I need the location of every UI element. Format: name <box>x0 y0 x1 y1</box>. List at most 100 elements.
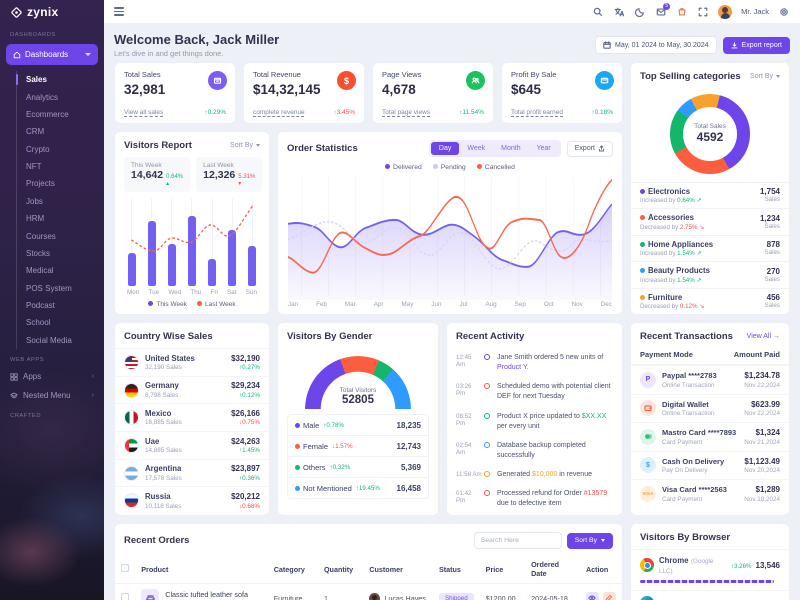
sidebar-item-school[interactable]: School <box>26 318 51 328</box>
stat-link[interactable]: Total profit earned <box>511 109 564 116</box>
edit-order-button[interactable] <box>602 591 616 600</box>
trend-down-icon: ↘ <box>699 223 705 231</box>
sidebar-item-pos-system[interactable]: POS System <box>26 283 72 293</box>
sidebar-item-projects[interactable]: Projects <box>26 179 55 189</box>
sidebar-item-nft[interactable]: NFT <box>26 162 42 172</box>
sidebar-item-analytics[interactable]: Analytics <box>26 92 59 102</box>
activity-dot-icon <box>484 412 490 419</box>
search-input[interactable] <box>473 532 562 549</box>
column-payment-mode: Payment Mode <box>640 350 693 359</box>
transaction-row-digital-wallet[interactable]: Digital Wallet Online Transaction $623.99… <box>631 393 789 423</box>
transaction-row-paypal[interactable]: P Paypal ****2783 Online Transaction $1,2… <box>631 365 789 394</box>
dark-mode-moon-icon[interactable] <box>634 6 646 18</box>
x-tick: Aug <box>485 301 497 308</box>
transaction-row-mastro-card[interactable]: Mastro Card ****7893 Card Payment $1,324 N… <box>631 422 789 451</box>
category-row-home-appliances[interactable]: Home Appliances Increased by 1.54% ↗ 878… <box>631 234 789 262</box>
sidebar-item-hrm[interactable]: HRM <box>26 214 45 224</box>
last-week-line <box>131 204 254 252</box>
search-icon[interactable] <box>592 6 604 18</box>
view-all-link[interactable]: View All → <box>746 333 780 340</box>
sidebar-item-dashboards[interactable]: Dashboards <box>6 44 98 65</box>
sidebar-item-ecommerce[interactable]: Ecommerce <box>26 109 69 119</box>
sidebar-item-podcast[interactable]: Podcast <box>26 301 55 311</box>
sidebar-item-apps[interactable]: Apps › <box>0 367 104 386</box>
sidebar-item-courses[interactable]: Courses <box>26 231 56 241</box>
tab-day[interactable]: Day <box>430 142 460 155</box>
country-row-uae[interactable]: Uae 14,885 Sales $24,263 ↑1.45% <box>115 431 269 459</box>
donut-center-label: Total Sales <box>694 123 726 131</box>
stat-link[interactable]: complete revenue <box>253 109 305 116</box>
status-badge: Shipped <box>438 592 474 600</box>
hamburger-menu-icon[interactable] <box>114 7 124 16</box>
export-report-button[interactable]: Export report <box>722 36 790 54</box>
transaction-row-visa-card[interactable]: VISA Visa Card ****2563 Card Payment $1,2… <box>631 479 789 508</box>
stat-card-profit-by-sale: Profit By Sale $645 Total profit earned ↑… <box>501 62 623 124</box>
home-icon <box>13 51 21 58</box>
legend-last-week: Last Week <box>197 301 236 308</box>
panel-title: Visitors Report <box>124 140 192 151</box>
brand-logo[interactable]: zynix <box>0 0 104 24</box>
tab-month[interactable]: Month <box>501 145 521 152</box>
stat-label: Total Revenue <box>253 70 301 79</box>
category-row-beauty-products[interactable]: Beauty Products Increased by 1.54% ↗ 270… <box>631 261 789 288</box>
order-statistics-panel: Order Statistics Day Week Month Year Exp… <box>277 131 623 315</box>
wallet-card-icon <box>595 71 614 90</box>
view-order-button[interactable] <box>585 591 599 600</box>
category-donut-chart: Total Sales 4592 <box>670 94 750 174</box>
date-range-picker[interactable]: May, 01 2024 to May, 30 2024 <box>595 36 717 54</box>
order-table-row: Classic tufted leather sofaPixel Furnitu… <box>115 583 622 600</box>
date-range-value: May, 01 2024 to May, 30 2024 <box>615 41 709 49</box>
sidebar-item-nested-menu[interactable]: Nested Menu › <box>0 386 104 405</box>
chevron-right-icon: › <box>91 373 94 380</box>
sort-by-dropdown[interactable]: Sort By <box>750 73 780 80</box>
legend-delivered: Delivered <box>385 164 422 171</box>
chrome-icon <box>640 558 654 572</box>
sidebar-item-crypto[interactable]: Crypto <box>26 144 50 154</box>
transaction-row-cash-on-delivery[interactable]: $ Cash On Delivery Pay On Delivery $1,123… <box>631 450 789 480</box>
country-row-russia[interactable]: Russia 10,118 Sales $20,212 ↓0.68% <box>115 486 269 514</box>
category-row-accessories[interactable]: Accessories Decreased by 2.75% ↘ 1,234 Sa… <box>631 208 789 235</box>
cart-icon[interactable] <box>676 6 688 18</box>
sidebar-item-medical[interactable]: Medical <box>26 266 54 276</box>
activity-item: 11:58 Am Generated $10,000 in revenue <box>456 471 592 479</box>
sidebar-item-jobs[interactable]: Jobs <box>26 196 43 206</box>
messages-icon[interactable]: 5 <box>655 2 671 18</box>
sidebar-item-social-media[interactable]: Social Media <box>26 335 72 345</box>
stat-link[interactable]: Total page views <box>382 109 431 116</box>
settings-gear-icon[interactable] <box>778 6 790 18</box>
legend-dot <box>640 188 645 194</box>
activity-dot-icon <box>484 490 490 497</box>
sidebar-item-crm[interactable]: CRM <box>26 127 45 137</box>
tab-week[interactable]: Week <box>467 145 486 152</box>
tab-year[interactable]: Year <box>536 145 551 152</box>
country-row-united-states[interactable]: United States 32,190 Sales $32,190 ↑0.27% <box>115 348 269 376</box>
sort-by-button[interactable]: Sort By <box>566 532 613 549</box>
legend-pending: Pending <box>432 164 466 171</box>
visitors-report-panel: Visitors Report Sort By This Week 14,642… <box>114 131 270 315</box>
dashboards-submenu: Sales Analytics Ecommerce CRM Crypto NFT… <box>16 71 104 349</box>
sidebar-item-sales[interactable]: Sales <box>16 71 104 88</box>
stat-link[interactable]: View all sales <box>124 109 164 116</box>
row-checkbox[interactable] <box>121 593 129 600</box>
recent-activity-panel: Recent Activity 12:45 Am Jane Smith orde… <box>446 322 623 516</box>
export-button[interactable]: Export <box>566 140 613 157</box>
country-row-mexico[interactable]: Mexico 16,885 Sales $26,166 ↓0.75% <box>115 403 269 431</box>
legend-dot <box>640 241 645 247</box>
stat-value: 32,981 <box>124 82 166 97</box>
chevron-down-icon <box>256 144 260 147</box>
product-name[interactable]: Classic tufted leather sofa <box>165 589 248 599</box>
country-row-argentina[interactable]: Argentina 17,578 Sales $23,897 ↑0.36% <box>115 458 269 487</box>
category-row-furniture[interactable]: Furniture Decreased by 0.12% ↘ 456 Sales <box>631 287 789 315</box>
country-row-germany[interactable]: Germany 8,798 Sales $29,234 ↑0.12% <box>115 375 269 404</box>
legend-dot <box>640 215 645 220</box>
fullscreen-icon[interactable] <box>697 6 709 18</box>
select-all-checkbox[interactable] <box>121 564 129 572</box>
category-row-electronics[interactable]: Electronics Increased by 0.64% ↗ 1,754 Sa… <box>631 181 789 209</box>
sidebar-item-stocks[interactable]: Stocks <box>26 248 51 258</box>
sort-by-dropdown[interactable]: Sort By <box>230 142 260 149</box>
language-icon[interactable] <box>613 6 625 18</box>
sidebar-section-crafted: CRAFTED <box>10 413 42 419</box>
user-avatar[interactable] <box>718 4 733 19</box>
legend-dot <box>640 268 645 273</box>
apps-label: Apps <box>23 372 42 381</box>
